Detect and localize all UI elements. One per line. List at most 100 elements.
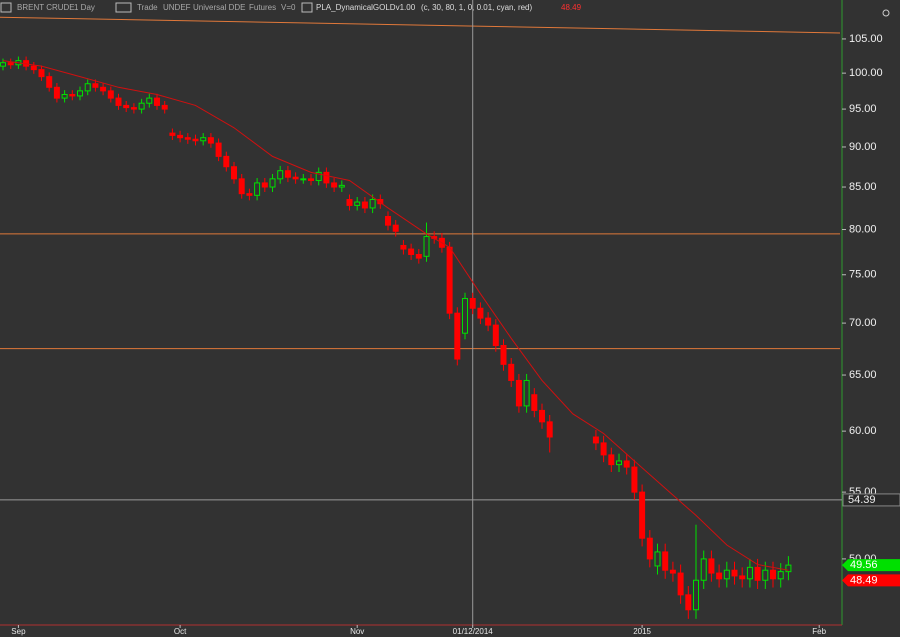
candle-body [408, 248, 415, 255]
candle-body [261, 182, 268, 188]
candle-body [677, 572, 684, 596]
y-tick-label: 100.00 [849, 67, 883, 79]
volume: V=0 [281, 3, 296, 12]
candle-body [646, 537, 653, 560]
candle-body [223, 155, 230, 168]
candle-body [739, 575, 746, 580]
candle-body [184, 137, 191, 140]
r-icon[interactable] [115, 2, 132, 13]
y-tick-label: 95.00 [849, 103, 877, 115]
candle-body [700, 558, 707, 581]
account: UNDEF [163, 3, 191, 12]
last-price-box [842, 559, 900, 572]
candle-body [623, 460, 630, 468]
candle-body [215, 142, 222, 157]
candle-body [146, 97, 153, 104]
candle-body [315, 171, 322, 181]
crosshair-label: 54.39 [848, 494, 876, 506]
symbol: BRENT CRUDE [17, 3, 75, 12]
candle-body [115, 97, 122, 106]
candle-body [346, 199, 353, 206]
candle-body [669, 569, 676, 574]
indicator-icon[interactable] [301, 2, 313, 13]
market: Futures [249, 3, 276, 12]
candle-body [254, 182, 261, 196]
candle-body [361, 201, 368, 209]
candle-body [654, 551, 661, 567]
candle-body [639, 491, 646, 539]
candle-body [539, 409, 546, 423]
x-tick-label: Feb [812, 627, 826, 636]
candle-body [462, 298, 469, 334]
candle-body [46, 76, 53, 88]
candle-body [77, 90, 84, 97]
y-tick-label: 80.00 [849, 223, 877, 235]
crosshair-label-box [842, 493, 900, 507]
candle-body [662, 551, 669, 571]
candle-body [38, 69, 45, 78]
candle-body [323, 171, 330, 184]
candle-body [292, 176, 299, 180]
candle-body [492, 324, 499, 346]
candle-body [338, 184, 345, 188]
candle-body [284, 170, 291, 178]
x-tick-label: Oct [174, 627, 187, 636]
y-tick-label: 85.00 [849, 181, 877, 193]
candle-body [123, 104, 130, 109]
candle-body [369, 199, 376, 209]
candle-body [415, 253, 422, 259]
candle-body [446, 246, 453, 314]
candle-body [731, 569, 738, 577]
candle-body [608, 454, 615, 466]
indicator-params: (c, 30, 80, 1, 0, 0.01, cyan, red) [421, 3, 533, 12]
candle-body [377, 199, 384, 205]
candle-body [92, 83, 99, 88]
candle-body [269, 178, 276, 188]
candle-body [616, 460, 623, 466]
settings-icon[interactable] [882, 9, 890, 17]
candle-body [777, 571, 784, 580]
candle-body [423, 236, 430, 257]
candle-body [100, 86, 107, 92]
candle-body [177, 134, 184, 139]
candle-body [385, 216, 392, 226]
candle-body [192, 138, 199, 142]
candle-body [631, 466, 638, 493]
candle-body [693, 579, 700, 611]
candle-body [500, 344, 507, 365]
y-tick-label: 60.00 [849, 425, 877, 437]
candle-body [477, 307, 484, 319]
y-tick-label: 65.00 [849, 369, 877, 381]
candle-body [107, 90, 114, 99]
candle-body [508, 363, 515, 381]
candle-body [785, 564, 792, 573]
candle-body [454, 312, 461, 360]
candle-body [770, 569, 777, 580]
indicator-price-box [842, 574, 900, 587]
candle-body [392, 224, 399, 232]
candle-body [130, 107, 137, 110]
candle-body [277, 170, 284, 180]
candle-body [331, 182, 338, 188]
candle-body [723, 569, 730, 580]
candle-body [84, 83, 91, 92]
candle-body [231, 166, 238, 180]
candle-body [400, 244, 407, 250]
candle-body [592, 436, 599, 444]
indicator-name: PLA_DynamicalGOLDv1.00 [316, 3, 416, 12]
source: Universal DDE [193, 3, 245, 12]
candle-body [161, 104, 168, 110]
x-tick-label: Nov [350, 627, 364, 636]
x-tick-label: 2015 [633, 627, 651, 636]
candle-body [600, 442, 607, 456]
x-tick-label: Sep [11, 627, 26, 636]
candle-body [138, 102, 145, 110]
candle-body [61, 93, 68, 99]
menu-icon[interactable] [0, 2, 12, 13]
candle-body [485, 317, 492, 326]
y-tick-label: 90.00 [849, 141, 877, 153]
y-tick-label: 75.00 [849, 269, 877, 281]
candle-body [354, 201, 361, 206]
candle-body [53, 86, 60, 99]
